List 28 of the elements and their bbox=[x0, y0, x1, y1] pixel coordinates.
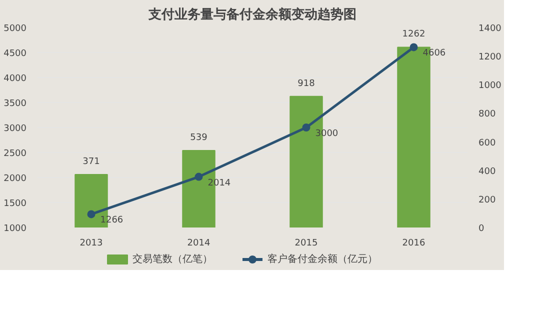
y2-tick-label: 1400 bbox=[478, 24, 502, 34]
y-tick-label: 5000 bbox=[4, 24, 27, 34]
y2-tick-label: 800 bbox=[478, 110, 496, 120]
data-label: 371 bbox=[82, 157, 100, 167]
y-tick-label: 4500 bbox=[4, 49, 27, 59]
data-label: 539 bbox=[190, 133, 208, 143]
y-tick-label: 1000 bbox=[4, 224, 27, 234]
y-tick-label: 4000 bbox=[4, 74, 27, 84]
y-tick-label: 3500 bbox=[4, 99, 27, 109]
x-tick-label: 2013 bbox=[80, 238, 103, 248]
data-label: 1262 bbox=[402, 30, 426, 40]
y2-tick-label: 1000 bbox=[478, 81, 502, 92]
data-label: 918 bbox=[298, 78, 316, 89]
y2-tick-label: 0 bbox=[478, 224, 484, 234]
y-tick-label: 1500 bbox=[4, 199, 27, 209]
x-tick-label: 2015 bbox=[294, 238, 318, 248]
y2-tick-label: 400 bbox=[478, 166, 496, 177]
chart-title: 支付业务量与备付金余额变动趋势图 bbox=[148, 6, 356, 22]
y2-tick-label: 200 bbox=[478, 195, 496, 206]
y-tick-label: 2500 bbox=[4, 149, 27, 159]
y-tick-label: 2000 bbox=[4, 174, 27, 184]
y2-tick-label: 1200 bbox=[478, 52, 502, 63]
y2-tick-label: 600 bbox=[478, 138, 496, 148]
y-tick-label: 3000 bbox=[4, 124, 27, 134]
x-tick-label: 2016 bbox=[402, 238, 426, 248]
x-tick-label: 2014 bbox=[187, 238, 210, 248]
legend-label: 交易笔数（亿笔） bbox=[132, 253, 212, 265]
legend-label: 客户备付金余额（亿元） bbox=[268, 253, 378, 265]
